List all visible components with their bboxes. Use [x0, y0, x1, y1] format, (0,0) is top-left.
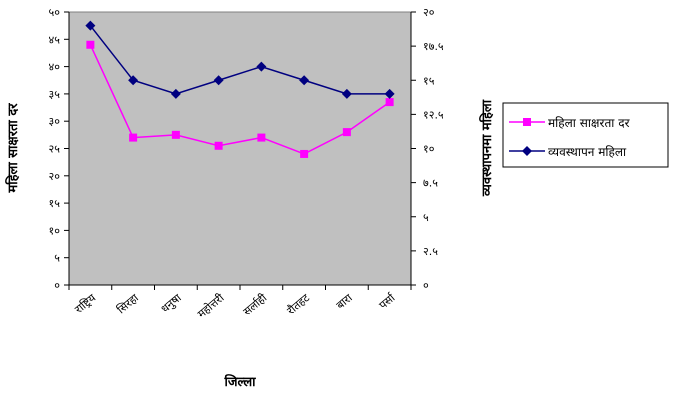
- right-tick-label: ५: [423, 211, 429, 224]
- left-tick-label: १०: [49, 224, 61, 237]
- x-tick-label: महोत्तरी: [195, 291, 227, 320]
- legend-label-literacy: महिला साक्षरता दर: [548, 116, 631, 130]
- right-tick-label: २०: [423, 6, 435, 19]
- left-tick-label: १५: [49, 197, 61, 210]
- data-point-marker: [213, 75, 224, 86]
- series-line-0: [89, 44, 391, 155]
- data-point-marker: [341, 88, 352, 99]
- right-tick-label: २.५: [423, 245, 438, 258]
- data-point-marker: [384, 88, 395, 99]
- data-point-marker: [171, 130, 180, 139]
- right-tick-label: ७.५: [423, 177, 438, 190]
- data-point-marker: [256, 61, 267, 72]
- legend-box: [502, 102, 669, 168]
- data-point-marker: [170, 88, 181, 99]
- x-tick-label: बारा: [334, 291, 355, 312]
- left-tick-label: ३०: [49, 115, 61, 128]
- x-axis: राष्ट्रिय सिरहा धनुषा महोत्तरी सर्लाही रौतहट ब…: [68, 284, 412, 321]
- left-tick-label: ४५: [49, 33, 61, 46]
- data-point-marker: [86, 40, 95, 49]
- right-y-axis-title: व्यवस्थापनमा महिला: [479, 99, 495, 197]
- data-point-marker: [299, 75, 310, 86]
- left-tick-label: ३५: [49, 88, 61, 101]
- data-point-marker: [129, 133, 138, 142]
- plot-area: [68, 11, 412, 286]
- left-y-axis: ० ५ १० १५ २० २५ ३० ३५ ४० ४५ ५०: [49, 6, 70, 292]
- x-tick-label: धनुषा: [159, 291, 184, 315]
- data-point-marker: [385, 98, 394, 107]
- right-tick-label: १५: [423, 74, 435, 87]
- data-point-marker: [85, 20, 96, 31]
- legend-marker-literacy: [523, 118, 531, 126]
- left-tick-label: ०: [54, 279, 60, 292]
- legend-marker-management: [522, 146, 532, 156]
- data-point-marker: [300, 149, 309, 158]
- legend-label-management: व्यवस्थापन महिला: [548, 145, 627, 159]
- data-point-marker: [342, 128, 351, 137]
- left-tick-label: ४०: [49, 61, 61, 74]
- left-tick-label: ५: [54, 252, 60, 265]
- right-tick-label: १२.५: [423, 108, 444, 121]
- x-tick-label: पर्सा: [377, 291, 399, 312]
- data-point-marker: [214, 141, 223, 150]
- x-axis-title: जिल्ला: [223, 374, 256, 390]
- right-tick-label: १७.५: [423, 40, 444, 53]
- left-tick-label: २५: [49, 143, 61, 156]
- left-tick-label: २०: [49, 170, 61, 183]
- series-layer: [85, 20, 395, 158]
- data-point-marker: [257, 133, 266, 142]
- right-y-axis: ० २.५ ५ ७.५ १० १२.५ १५ १७.५ २०: [410, 6, 444, 292]
- x-tick-label: सर्लाही: [241, 291, 270, 318]
- legend: महिला साक्षरता दर व्यवस्थापन महिला: [502, 102, 669, 168]
- right-tick-label: १०: [423, 143, 435, 156]
- x-tick-label: रौतहट: [285, 291, 313, 317]
- x-tick-label: सिरहा: [115, 291, 141, 316]
- right-tick-label: ०: [423, 279, 429, 292]
- data-point-marker: [128, 75, 139, 86]
- series-line-1: [89, 25, 390, 95]
- left-y-axis-title: महिला साक्षरता दर: [5, 103, 21, 194]
- left-tick-label: ५०: [49, 6, 61, 19]
- x-tick-label: राष्ट्रिय: [72, 291, 98, 316]
